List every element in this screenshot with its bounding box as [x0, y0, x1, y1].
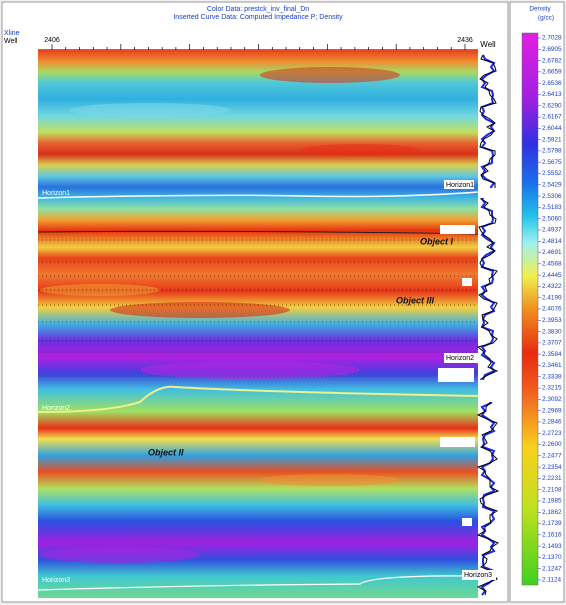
colorbar-label: 2.5921 — [542, 136, 562, 143]
colorbar-labels: 2.7028 2.6905 2.6782 2.6659 2.6536 2.6413 2.62… — [538, 35, 562, 584]
texture-blob — [260, 474, 400, 486]
markers — [438, 188, 506, 526]
colorbar-label: 2.3953 — [542, 317, 562, 324]
colorbar-label: 2.1370 — [542, 554, 562, 561]
colorbar-label: 2.4322 — [542, 283, 562, 290]
header-line: Inserted Curve Data: Computed Impedance … — [173, 14, 343, 21]
colorbar-label: 2.3338 — [542, 373, 562, 380]
texture-blob — [300, 144, 420, 156]
marker — [440, 437, 475, 447]
annotation: Object III — [396, 295, 435, 305]
annotation: Object I — [420, 236, 454, 246]
colorbar-label: 2.6290 — [542, 102, 562, 109]
marker — [438, 368, 474, 382]
horizon-line — [37, 230, 479, 235]
axis-label: Well — [4, 38, 18, 45]
texture-blob — [140, 361, 360, 379]
colorbar-label: 2.1985 — [542, 498, 562, 505]
texture-blob — [40, 547, 200, 563]
dotted-lines — [38, 239, 478, 377]
colorbar-label: 2.6782 — [542, 57, 562, 64]
colorbar-label: 2.2969 — [542, 407, 562, 414]
colorbar-label: 2.1247 — [542, 565, 562, 572]
colorbar-title: Density — [529, 6, 551, 13]
marker — [478, 188, 500, 198]
horizon-line — [37, 575, 479, 591]
marker — [440, 225, 475, 234]
texture-blob — [70, 103, 230, 117]
colorbar-label: 2.5552 — [542, 170, 562, 177]
annotation: Object II — [148, 447, 184, 457]
colorbar-label: 2.1616 — [542, 532, 562, 539]
well-log — [476, 54, 500, 596]
colorbar-label: 2.5306 — [542, 193, 562, 200]
colorbar-label: 2.6659 — [542, 69, 562, 76]
colorbar-label: 2.2231 — [542, 475, 562, 482]
colorbar-label: 2.2723 — [542, 430, 562, 437]
label-box — [444, 180, 474, 189]
colorbar-label: 2.6536 — [542, 80, 562, 87]
colorbar-label: 2.3461 — [542, 362, 562, 369]
horizon-label: Horizon2 — [446, 355, 474, 362]
label-box — [462, 570, 496, 580]
header-line: Color Data: prestck_inv_final_Dn — [207, 6, 309, 13]
colorbar-label: 2.3215 — [542, 385, 562, 392]
colorbar-label: 2.2600 — [542, 441, 562, 448]
horizon-label: Horizon3 — [464, 572, 492, 579]
texture-blob — [40, 284, 160, 296]
colorbar — [521, 32, 539, 586]
colorbar-label: 2.5798 — [542, 148, 562, 155]
x-tick-label: 2436 — [457, 37, 473, 44]
colorbar-label: 2.4445 — [542, 272, 562, 279]
colorbar-label: 2.4691 — [542, 249, 562, 256]
colorbar-label: 2.4814 — [542, 238, 562, 245]
colorbar-label: 2.3707 — [542, 340, 562, 347]
colorbar-label: 2.4568 — [542, 261, 562, 268]
colorbar-label: 2.1739 — [542, 520, 562, 527]
horizon-line — [37, 191, 479, 199]
colorbar-label: 2.3830 — [542, 328, 562, 335]
marker — [462, 518, 472, 526]
horizon-label: Horizon2 — [42, 405, 70, 412]
axis-label: Xline — [4, 30, 20, 37]
colorbar-label: 2.3092 — [542, 396, 562, 403]
colorbar-label: 2.2846 — [542, 419, 562, 426]
texture-blob — [260, 67, 400, 83]
colorbar-label: 2.7028 — [542, 35, 562, 42]
seismic-image — [38, 50, 478, 598]
well-label: Well — [480, 40, 496, 49]
label-box — [444, 353, 478, 363]
horizon-label: Horizon3 — [42, 577, 70, 584]
colorbar-label: 2.4076 — [542, 306, 562, 313]
horizon-line — [37, 385, 479, 413]
colorbar-label: 2.1862 — [542, 509, 562, 516]
colorbar-label: 2.3584 — [542, 351, 562, 358]
texture — [40, 67, 420, 563]
texture-blob — [110, 302, 290, 318]
colorbar-label: 2.5060 — [542, 215, 562, 222]
colorbar-label: 2.6905 — [542, 46, 562, 53]
colorbar-label: 2.2477 — [542, 452, 562, 459]
colorbar-label: 2.6044 — [542, 125, 562, 132]
colorbar-label: 2.2108 — [542, 486, 562, 493]
marker — [478, 380, 506, 402]
tick-group — [51, 44, 466, 50]
colorbar-label: 2.4199 — [542, 294, 562, 301]
colorbar-label: 2.1493 — [542, 543, 562, 550]
marker — [462, 278, 472, 286]
colorbar-label: 2.5183 — [542, 204, 562, 211]
colorbar-label: 2.2354 — [542, 464, 562, 471]
colorbar-label: 2.6167 — [542, 114, 562, 121]
horizon-label: Horizon1 — [42, 190, 70, 197]
x-tick-label: 2406 — [44, 37, 60, 44]
colorbar-label: 2.5429 — [542, 181, 562, 188]
colorbar-label: 2.1124 — [542, 577, 562, 584]
colorbar-unit: (g/cc) — [538, 15, 554, 22]
colorbar-label: 2.6413 — [542, 91, 562, 98]
horizon-label: Horizon1 — [446, 182, 474, 189]
colorbar-label: 2.5675 — [542, 159, 562, 166]
colorbar-label: 2.4937 — [542, 227, 562, 234]
